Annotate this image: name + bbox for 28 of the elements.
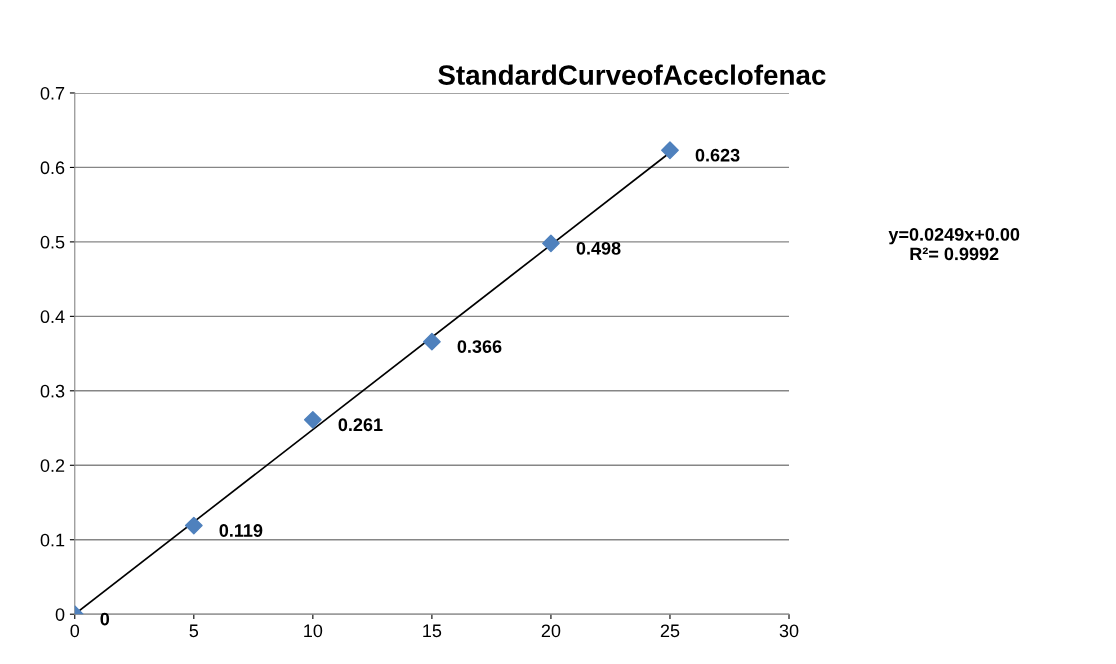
point — [661, 141, 679, 160]
point — [184, 516, 203, 535]
data-label: 0.623 — [695, 148, 740, 162]
y-tick-label: 0.7 — [40, 86, 65, 100]
point — [303, 410, 322, 429]
x-tick-label: 15 — [423, 624, 442, 638]
point — [422, 332, 441, 351]
data-label: 0 — [100, 612, 110, 626]
x-tick-label: 0 — [70, 624, 80, 638]
data-label: 0.261 — [338, 418, 383, 432]
y-tick-label: 0 — [55, 608, 65, 621]
y-tick-label: 0.1 — [40, 533, 65, 547]
x-tick-label: 30 — [779, 624, 799, 638]
x-tick-label: 10 — [304, 624, 323, 638]
y-tick-label: 0.5 — [40, 235, 65, 249]
x-tick-label: 5 — [189, 624, 199, 638]
x-tick-label: 20 — [541, 624, 561, 638]
x-tick-label: 25 — [660, 624, 680, 638]
chart-title: StandardCurveofAceclofenac — [438, 64, 826, 85]
point — [542, 234, 560, 253]
y-tick-label: 0.3 — [40, 384, 65, 398]
data-label: 0.119 — [219, 524, 263, 537]
y-tick-label: 0.6 — [40, 161, 65, 175]
y-tick-label: 0.4 — [40, 310, 65, 324]
y-tick-label: 0.2 — [40, 459, 65, 472]
data-label: 0.366 — [457, 340, 502, 353]
text: y=0.0249x+0.00 R²= 0.9992 — [888, 228, 1020, 261]
data-label: 0.498 — [576, 241, 621, 255]
